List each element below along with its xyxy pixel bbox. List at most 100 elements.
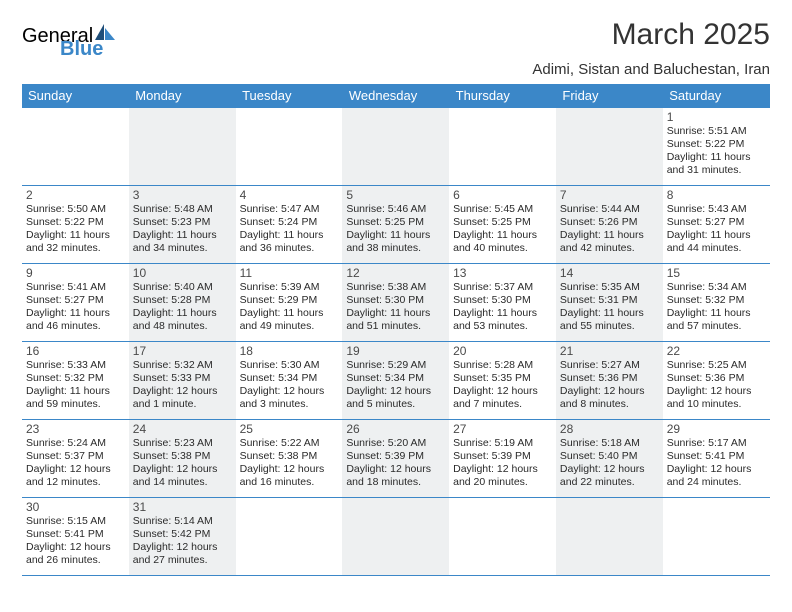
day-info: Sunrise: 5:51 AMSunset: 5:22 PMDaylight:…	[667, 125, 766, 178]
day-number: 24	[133, 422, 232, 436]
day-number: 18	[240, 344, 339, 358]
day-info: Sunrise: 5:40 AMSunset: 5:28 PMDaylight:…	[133, 281, 232, 334]
day-number: 16	[26, 344, 125, 358]
day-number: 3	[133, 188, 232, 202]
weekday-header-row: SundayMondayTuesdayWednesdayThursdayFrid…	[22, 84, 770, 108]
day-info: Sunrise: 5:29 AMSunset: 5:34 PMDaylight:…	[346, 359, 445, 412]
day-info: Sunrise: 5:19 AMSunset: 5:39 PMDaylight:…	[453, 437, 552, 490]
day-number: 25	[240, 422, 339, 436]
calendar-empty-cell	[556, 498, 663, 576]
calendar-day-cell: 15Sunrise: 5:34 AMSunset: 5:32 PMDayligh…	[663, 264, 770, 342]
calendar-week-row: 30Sunrise: 5:15 AMSunset: 5:41 PMDayligh…	[22, 498, 770, 576]
calendar-day-cell: 26Sunrise: 5:20 AMSunset: 5:39 PMDayligh…	[342, 420, 449, 498]
calendar-day-cell: 7Sunrise: 5:44 AMSunset: 5:26 PMDaylight…	[556, 186, 663, 264]
day-info: Sunrise: 5:35 AMSunset: 5:31 PMDaylight:…	[560, 281, 659, 334]
weekday-header: Thursday	[449, 84, 556, 108]
day-info: Sunrise: 5:14 AMSunset: 5:42 PMDaylight:…	[133, 515, 232, 568]
calendar-empty-cell	[449, 108, 556, 186]
calendar-empty-cell	[663, 498, 770, 576]
calendar-day-cell: 25Sunrise: 5:22 AMSunset: 5:38 PMDayligh…	[236, 420, 343, 498]
day-info: Sunrise: 5:20 AMSunset: 5:39 PMDaylight:…	[346, 437, 445, 490]
day-info: Sunrise: 5:18 AMSunset: 5:40 PMDaylight:…	[560, 437, 659, 490]
day-number: 21	[560, 344, 659, 358]
calendar-day-cell: 27Sunrise: 5:19 AMSunset: 5:39 PMDayligh…	[449, 420, 556, 498]
weekday-header: Tuesday	[236, 84, 343, 108]
location-subtitle: Adimi, Sistan and Baluchestan, Iran	[22, 61, 770, 78]
day-number: 22	[667, 344, 766, 358]
calendar-day-cell: 3Sunrise: 5:48 AMSunset: 5:23 PMDaylight…	[129, 186, 236, 264]
day-number: 27	[453, 422, 552, 436]
day-number: 31	[133, 500, 232, 514]
calendar-empty-cell	[236, 108, 343, 186]
calendar-table: SundayMondayTuesdayWednesdayThursdayFrid…	[22, 84, 770, 576]
day-info: Sunrise: 5:46 AMSunset: 5:25 PMDaylight:…	[346, 203, 445, 256]
calendar-week-row: 16Sunrise: 5:33 AMSunset: 5:32 PMDayligh…	[22, 342, 770, 420]
calendar-week-row: 2Sunrise: 5:50 AMSunset: 5:22 PMDaylight…	[22, 186, 770, 264]
weekday-header: Monday	[129, 84, 236, 108]
calendar-day-cell: 13Sunrise: 5:37 AMSunset: 5:30 PMDayligh…	[449, 264, 556, 342]
day-number: 17	[133, 344, 232, 358]
day-number: 30	[26, 500, 125, 514]
weekday-header: Friday	[556, 84, 663, 108]
calendar-day-cell: 31Sunrise: 5:14 AMSunset: 5:42 PMDayligh…	[129, 498, 236, 576]
calendar-empty-cell	[449, 498, 556, 576]
calendar-week-row: 9Sunrise: 5:41 AMSunset: 5:27 PMDaylight…	[22, 264, 770, 342]
weekday-header: Saturday	[663, 84, 770, 108]
calendar-empty-cell	[556, 108, 663, 186]
day-number: 10	[133, 266, 232, 280]
day-info: Sunrise: 5:25 AMSunset: 5:36 PMDaylight:…	[667, 359, 766, 412]
day-number: 9	[26, 266, 125, 280]
calendar-day-cell: 5Sunrise: 5:46 AMSunset: 5:25 PMDaylight…	[342, 186, 449, 264]
calendar-day-cell: 17Sunrise: 5:32 AMSunset: 5:33 PMDayligh…	[129, 342, 236, 420]
day-info: Sunrise: 5:33 AMSunset: 5:32 PMDaylight:…	[26, 359, 125, 412]
day-number: 1	[667, 110, 766, 124]
page-title: March 2025	[612, 18, 770, 52]
calendar-day-cell: 2Sunrise: 5:50 AMSunset: 5:22 PMDaylight…	[22, 186, 129, 264]
day-number: 15	[667, 266, 766, 280]
day-number: 5	[346, 188, 445, 202]
calendar-day-cell: 22Sunrise: 5:25 AMSunset: 5:36 PMDayligh…	[663, 342, 770, 420]
day-info: Sunrise: 5:22 AMSunset: 5:38 PMDaylight:…	[240, 437, 339, 490]
day-info: Sunrise: 5:38 AMSunset: 5:30 PMDaylight:…	[346, 281, 445, 334]
calendar-empty-cell	[129, 108, 236, 186]
day-number: 14	[560, 266, 659, 280]
day-info: Sunrise: 5:23 AMSunset: 5:38 PMDaylight:…	[133, 437, 232, 490]
day-info: Sunrise: 5:34 AMSunset: 5:32 PMDaylight:…	[667, 281, 766, 334]
calendar-day-cell: 10Sunrise: 5:40 AMSunset: 5:28 PMDayligh…	[129, 264, 236, 342]
day-info: Sunrise: 5:17 AMSunset: 5:41 PMDaylight:…	[667, 437, 766, 490]
calendar-day-cell: 19Sunrise: 5:29 AMSunset: 5:34 PMDayligh…	[342, 342, 449, 420]
day-info: Sunrise: 5:24 AMSunset: 5:37 PMDaylight:…	[26, 437, 125, 490]
day-number: 19	[346, 344, 445, 358]
day-info: Sunrise: 5:32 AMSunset: 5:33 PMDaylight:…	[133, 359, 232, 412]
calendar-week-row: 1Sunrise: 5:51 AMSunset: 5:22 PMDaylight…	[22, 108, 770, 186]
calendar-day-cell: 8Sunrise: 5:43 AMSunset: 5:27 PMDaylight…	[663, 186, 770, 264]
calendar-empty-cell	[342, 108, 449, 186]
day-number: 8	[667, 188, 766, 202]
day-info: Sunrise: 5:27 AMSunset: 5:36 PMDaylight:…	[560, 359, 659, 412]
calendar-day-cell: 28Sunrise: 5:18 AMSunset: 5:40 PMDayligh…	[556, 420, 663, 498]
calendar-day-cell: 30Sunrise: 5:15 AMSunset: 5:41 PMDayligh…	[22, 498, 129, 576]
calendar-day-cell: 14Sunrise: 5:35 AMSunset: 5:31 PMDayligh…	[556, 264, 663, 342]
logo-text-2: Blue	[60, 38, 103, 60]
calendar-day-cell: 23Sunrise: 5:24 AMSunset: 5:37 PMDayligh…	[22, 420, 129, 498]
day-number: 13	[453, 266, 552, 280]
calendar-day-cell: 20Sunrise: 5:28 AMSunset: 5:35 PMDayligh…	[449, 342, 556, 420]
day-number: 12	[346, 266, 445, 280]
day-info: Sunrise: 5:37 AMSunset: 5:30 PMDaylight:…	[453, 281, 552, 334]
day-number: 29	[667, 422, 766, 436]
day-info: Sunrise: 5:15 AMSunset: 5:41 PMDaylight:…	[26, 515, 125, 568]
calendar-empty-cell	[342, 498, 449, 576]
day-info: Sunrise: 5:47 AMSunset: 5:24 PMDaylight:…	[240, 203, 339, 256]
calendar-day-cell: 18Sunrise: 5:30 AMSunset: 5:34 PMDayligh…	[236, 342, 343, 420]
day-number: 23	[26, 422, 125, 436]
day-info: Sunrise: 5:44 AMSunset: 5:26 PMDaylight:…	[560, 203, 659, 256]
day-info: Sunrise: 5:45 AMSunset: 5:25 PMDaylight:…	[453, 203, 552, 256]
calendar-empty-cell	[236, 498, 343, 576]
day-info: Sunrise: 5:43 AMSunset: 5:27 PMDaylight:…	[667, 203, 766, 256]
calendar-day-cell: 4Sunrise: 5:47 AMSunset: 5:24 PMDaylight…	[236, 186, 343, 264]
calendar-week-row: 23Sunrise: 5:24 AMSunset: 5:37 PMDayligh…	[22, 420, 770, 498]
calendar-day-cell: 12Sunrise: 5:38 AMSunset: 5:30 PMDayligh…	[342, 264, 449, 342]
day-number: 2	[26, 188, 125, 202]
day-info: Sunrise: 5:30 AMSunset: 5:34 PMDaylight:…	[240, 359, 339, 412]
calendar-day-cell: 24Sunrise: 5:23 AMSunset: 5:38 PMDayligh…	[129, 420, 236, 498]
